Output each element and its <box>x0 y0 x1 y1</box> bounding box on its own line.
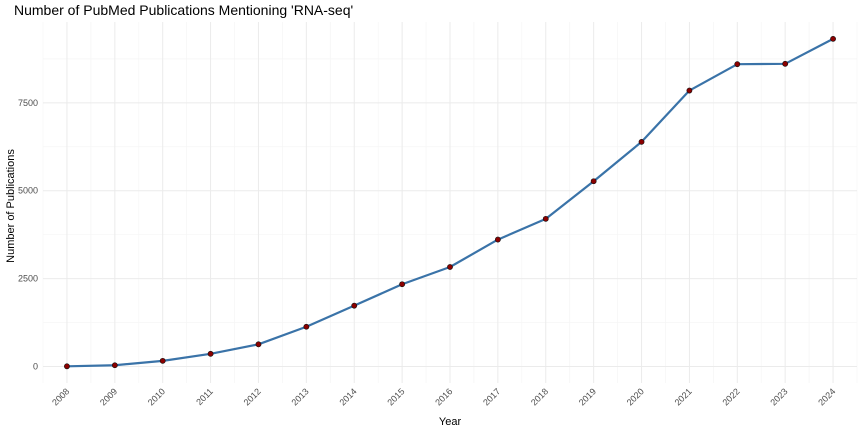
data-point <box>686 87 693 94</box>
x-tick-label: 2015 <box>385 386 406 407</box>
data-points <box>64 35 836 370</box>
x-tick-label: 2014 <box>337 386 358 407</box>
y-tick-label: 5000 <box>18 186 38 196</box>
y-axis-ticks: 0 2500 5000 7500 <box>18 98 38 372</box>
x-tick-label: 2019 <box>577 386 598 407</box>
x-tick-label: 2022 <box>720 386 741 407</box>
x-tick-label: 2018 <box>529 386 550 407</box>
x-axis-ticks: 2008 2009 2010 2011 2012 2013 2014 2015 2016 2017… <box>50 386 837 407</box>
x-tick-label: 2016 <box>433 386 454 407</box>
data-point <box>255 341 262 348</box>
data-point <box>64 363 70 370</box>
x-tick-label: 2017 <box>481 386 502 407</box>
x-axis-label: Year <box>439 416 462 428</box>
y-tick-label: 0 <box>33 361 38 371</box>
data-point <box>159 357 166 364</box>
data-point <box>351 302 358 309</box>
x-tick-label: 2013 <box>290 386 311 407</box>
data-point <box>111 362 118 369</box>
data-point <box>782 60 789 67</box>
data-point <box>399 281 406 288</box>
data-point <box>542 215 549 222</box>
x-tick-label: 2010 <box>146 386 167 407</box>
y-tick-label: 7500 <box>18 98 38 108</box>
x-tick-label: 2012 <box>242 386 263 407</box>
data-point <box>303 323 310 330</box>
y-tick-label: 2500 <box>18 274 38 284</box>
chart-title: Number of PubMed Publications Mentioning… <box>14 2 353 18</box>
y-axis-label: Number of Publications <box>5 149 17 263</box>
x-tick-label: 2020 <box>625 386 646 407</box>
x-tick-label: 2008 <box>50 386 71 407</box>
data-point <box>734 61 741 68</box>
x-tick-label: 2011 <box>194 386 215 407</box>
x-tick-label: 2021 <box>673 386 694 407</box>
data-point <box>447 264 453 270</box>
data-point <box>830 35 836 42</box>
data-point <box>590 178 597 185</box>
x-tick-label: 2023 <box>768 386 789 407</box>
x-tick-label: 2009 <box>98 386 119 407</box>
data-point <box>638 138 645 145</box>
grid <box>42 22 858 383</box>
data-point <box>207 350 214 357</box>
data-point <box>494 236 501 243</box>
x-tick-label: 2024 <box>816 386 837 407</box>
